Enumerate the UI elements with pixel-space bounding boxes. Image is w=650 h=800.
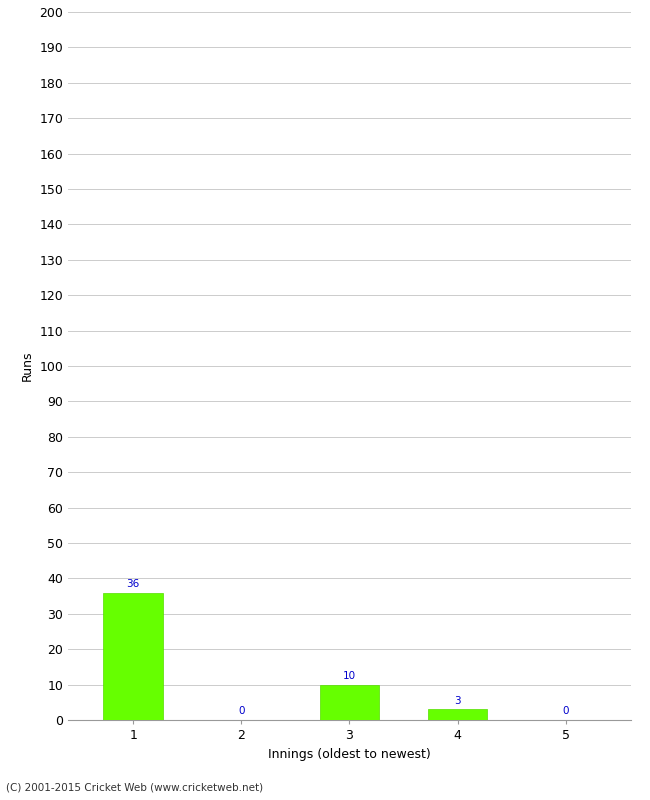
Text: 36: 36 (127, 579, 140, 589)
Text: 0: 0 (238, 706, 244, 717)
Y-axis label: Runs: Runs (21, 350, 34, 382)
Text: 10: 10 (343, 671, 356, 681)
Bar (103, 593, 163, 720)
Text: 0: 0 (562, 706, 569, 717)
Bar (320, 685, 379, 720)
X-axis label: Innings (oldest to newest): Innings (oldest to newest) (268, 747, 431, 761)
Text: (C) 2001-2015 Cricket Web (www.cricketweb.net): (C) 2001-2015 Cricket Web (www.cricketwe… (6, 782, 264, 792)
Text: 3: 3 (454, 696, 461, 706)
Bar (428, 710, 488, 720)
